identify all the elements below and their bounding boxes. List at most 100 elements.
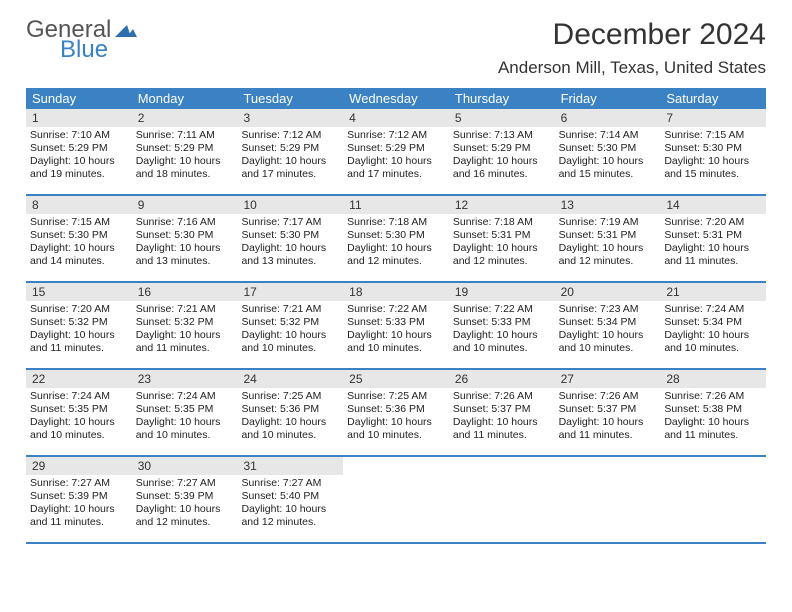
daylight-line1: Daylight: 10 hours [30,329,128,342]
day-number: 30 [132,457,238,475]
daylight-line2: and 15 minutes. [559,168,657,181]
sunset: Sunset: 5:35 PM [30,403,128,416]
daylight-line2: and 17 minutes. [241,168,339,181]
daylight-line2: and 10 minutes. [241,429,339,442]
page-title: December 2024 [498,18,766,52]
calendar-cell: 2Sunrise: 7:11 AMSunset: 5:29 PMDaylight… [132,109,238,194]
daylight-line1: Daylight: 10 hours [453,329,551,342]
header: General Blue December 2024 Anderson Mill… [26,18,766,78]
day-number: 6 [555,109,661,127]
calendar-cell-empty [555,457,661,542]
daylight-line1: Daylight: 10 hours [30,155,128,168]
day-number: 26 [449,370,555,388]
sunrise: Sunrise: 7:12 AM [241,129,339,142]
calendar-cell-empty [660,457,766,542]
daylight-line2: and 12 minutes. [559,255,657,268]
calendar-cell: 31Sunrise: 7:27 AMSunset: 5:40 PMDayligh… [237,457,343,542]
calendar-cell: 21Sunrise: 7:24 AMSunset: 5:34 PMDayligh… [660,283,766,368]
sunset: Sunset: 5:34 PM [559,316,657,329]
daylight-line2: and 14 minutes. [30,255,128,268]
daylight-line2: and 11 minutes. [136,342,234,355]
sunset: Sunset: 5:33 PM [347,316,445,329]
sunset: Sunset: 5:30 PM [30,229,128,242]
day-details: Sunrise: 7:20 AMSunset: 5:32 PMDaylight:… [26,301,132,360]
day-of-week: Saturday [660,88,766,109]
sunrise: Sunrise: 7:27 AM [30,477,128,490]
sunrise: Sunrise: 7:12 AM [347,129,445,142]
day-details: Sunrise: 7:27 AMSunset: 5:39 PMDaylight:… [132,475,238,534]
daylight-line2: and 13 minutes. [241,255,339,268]
sunrise: Sunrise: 7:23 AM [559,303,657,316]
daylight-line2: and 12 minutes. [347,255,445,268]
daylight-line1: Daylight: 10 hours [664,155,762,168]
day-details: Sunrise: 7:15 AMSunset: 5:30 PMDaylight:… [660,127,766,186]
day-number: 17 [237,283,343,301]
calendar-cell: 15Sunrise: 7:20 AMSunset: 5:32 PMDayligh… [26,283,132,368]
daylight-line2: and 10 minutes. [136,429,234,442]
calendar-cell-empty [449,457,555,542]
sunrise: Sunrise: 7:22 AM [453,303,551,316]
calendar-cell: 3Sunrise: 7:12 AMSunset: 5:29 PMDaylight… [237,109,343,194]
sunset: Sunset: 5:30 PM [664,142,762,155]
sunrise: Sunrise: 7:26 AM [559,390,657,403]
daylight-line2: and 10 minutes. [347,429,445,442]
day-number: 10 [237,196,343,214]
sunset: Sunset: 5:40 PM [241,490,339,503]
calendar-cell: 22Sunrise: 7:24 AMSunset: 5:35 PMDayligh… [26,370,132,455]
calendar-cell: 29Sunrise: 7:27 AMSunset: 5:39 PMDayligh… [26,457,132,542]
day-number: 8 [26,196,132,214]
calendar-cell: 27Sunrise: 7:26 AMSunset: 5:37 PMDayligh… [555,370,661,455]
sunrise: Sunrise: 7:27 AM [136,477,234,490]
day-number: 16 [132,283,238,301]
calendar-cell: 1Sunrise: 7:10 AMSunset: 5:29 PMDaylight… [26,109,132,194]
sunrise: Sunrise: 7:11 AM [136,129,234,142]
logo: General Blue [26,18,137,62]
sunset: Sunset: 5:37 PM [559,403,657,416]
calendar-cell: 16Sunrise: 7:21 AMSunset: 5:32 PMDayligh… [132,283,238,368]
sunrise: Sunrise: 7:19 AM [559,216,657,229]
day-details: Sunrise: 7:15 AMSunset: 5:30 PMDaylight:… [26,214,132,273]
sunrise: Sunrise: 7:24 AM [30,390,128,403]
calendar-week: 8Sunrise: 7:15 AMSunset: 5:30 PMDaylight… [26,196,766,283]
sunrise: Sunrise: 7:17 AM [241,216,339,229]
daylight-line1: Daylight: 10 hours [241,329,339,342]
day-of-week-header: SundayMondayTuesdayWednesdayThursdayFrid… [26,88,766,109]
day-details: Sunrise: 7:24 AMSunset: 5:35 PMDaylight:… [26,388,132,447]
sunset: Sunset: 5:29 PM [136,142,234,155]
daylight-line1: Daylight: 10 hours [347,155,445,168]
day-number: 24 [237,370,343,388]
sunset: Sunset: 5:29 PM [30,142,128,155]
daylight-line2: and 10 minutes. [30,429,128,442]
sunset: Sunset: 5:30 PM [559,142,657,155]
day-details: Sunrise: 7:21 AMSunset: 5:32 PMDaylight:… [237,301,343,360]
daylight-line2: and 11 minutes. [30,342,128,355]
daylight-line2: and 17 minutes. [347,168,445,181]
location: Anderson Mill, Texas, United States [498,58,766,78]
calendar-cell: 13Sunrise: 7:19 AMSunset: 5:31 PMDayligh… [555,196,661,281]
day-details: Sunrise: 7:12 AMSunset: 5:29 PMDaylight:… [343,127,449,186]
daylight-line2: and 10 minutes. [347,342,445,355]
day-number: 11 [343,196,449,214]
day-details: Sunrise: 7:24 AMSunset: 5:34 PMDaylight:… [660,301,766,360]
sunset: Sunset: 5:35 PM [136,403,234,416]
calendar-cell: 14Sunrise: 7:20 AMSunset: 5:31 PMDayligh… [660,196,766,281]
daylight-line1: Daylight: 10 hours [559,329,657,342]
day-details: Sunrise: 7:14 AMSunset: 5:30 PMDaylight:… [555,127,661,186]
day-number: 15 [26,283,132,301]
sunrise: Sunrise: 7:10 AM [30,129,128,142]
daylight-line1: Daylight: 10 hours [241,503,339,516]
daylight-line1: Daylight: 10 hours [664,242,762,255]
daylight-line1: Daylight: 10 hours [136,242,234,255]
day-number: 12 [449,196,555,214]
sunset: Sunset: 5:32 PM [136,316,234,329]
day-number: 7 [660,109,766,127]
sunset: Sunset: 5:29 PM [453,142,551,155]
calendar-week: 1Sunrise: 7:10 AMSunset: 5:29 PMDaylight… [26,109,766,196]
calendar-cell: 19Sunrise: 7:22 AMSunset: 5:33 PMDayligh… [449,283,555,368]
day-details: Sunrise: 7:13 AMSunset: 5:29 PMDaylight:… [449,127,555,186]
sunrise: Sunrise: 7:25 AM [241,390,339,403]
day-number: 13 [555,196,661,214]
calendar-week: 22Sunrise: 7:24 AMSunset: 5:35 PMDayligh… [26,370,766,457]
day-number: 25 [343,370,449,388]
calendar-cell: 18Sunrise: 7:22 AMSunset: 5:33 PMDayligh… [343,283,449,368]
